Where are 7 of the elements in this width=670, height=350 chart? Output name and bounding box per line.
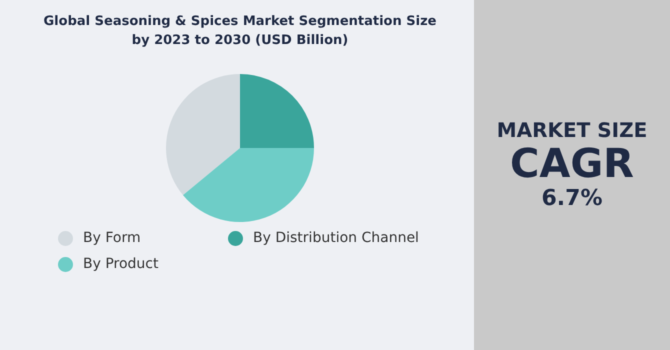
- text: CAGR: [509, 141, 635, 187]
- legend-label: By Product: [83, 256, 158, 272]
- chart-title: Global Seasoning & Spices Market Segmentation Size by 2023 to 2030 (USD Billion): [42, 13, 438, 50]
- text: MARKET SIZE: [496, 118, 648, 142]
- legend-label: By Form: [83, 230, 141, 246]
- legend-label: By Distribution Channel: [253, 230, 419, 246]
- text: 6.7%: [540, 186, 604, 212]
